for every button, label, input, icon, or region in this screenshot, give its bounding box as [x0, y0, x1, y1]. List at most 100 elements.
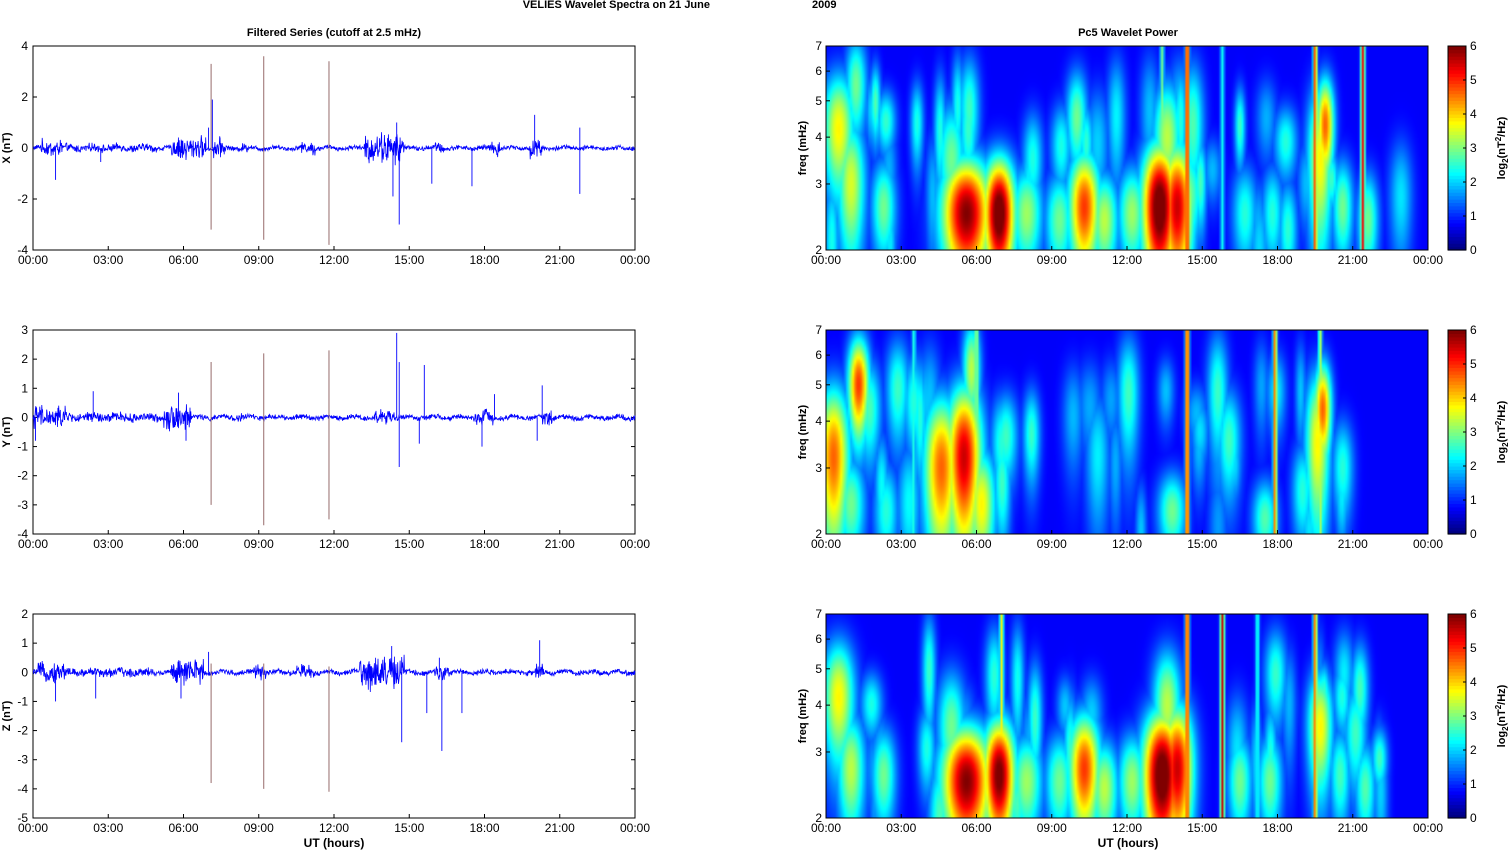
colorbar-label-part: 2 [1494, 136, 1503, 141]
colorbar-step [1448, 404, 1466, 409]
colorbar-step [1448, 333, 1466, 338]
colorbar-step [1448, 746, 1466, 751]
series-xtick-label: 18:00 [469, 821, 499, 835]
wavelet-xtick-label: 09:00 [1037, 537, 1067, 551]
colorbar-step [1448, 445, 1466, 450]
colorbar-step [1448, 66, 1466, 71]
colorbar-step [1448, 500, 1466, 504]
colorbar-step [1448, 722, 1466, 727]
wavelet-xtick-label: 12:00 [1112, 821, 1142, 835]
series-ylabel: Y (nT) [1, 416, 13, 447]
wavelet-ylabel: freq (mHz) [797, 404, 809, 459]
ytick-label: 2 [815, 811, 822, 825]
colorbar-step [1448, 428, 1466, 433]
colorbar-tick-label: 1 [1470, 493, 1477, 507]
colorbar-step [1448, 648, 1466, 652]
colorbar-label-part: log [1496, 163, 1508, 180]
colorbar-step [1448, 165, 1466, 169]
colorbar-label-part: /Hz) [1496, 116, 1508, 137]
colorbar-step [1448, 804, 1466, 809]
colorbar-label-part: log [1496, 731, 1508, 748]
colorbar-step [1448, 627, 1466, 632]
colorbar-step [1448, 801, 1466, 805]
wavelet-xtick-label: 21:00 [1338, 253, 1368, 267]
colorbar-step [1448, 364, 1466, 368]
right-xlabel: UT (hours) [1098, 836, 1159, 850]
colorbar-step [1448, 459, 1466, 464]
colorbar-step [1448, 350, 1466, 355]
series-xtick-label: 00:00 [620, 821, 650, 835]
colorbar-step [1448, 756, 1466, 761]
ytick-label: 2 [21, 352, 28, 366]
ytick-label: -2 [17, 469, 28, 483]
colorbar-tick-label: 0 [1470, 527, 1477, 541]
colorbar-step [1448, 726, 1466, 731]
colorbar-step [1448, 110, 1466, 115]
wavelet-xtick-label: 21:00 [1338, 537, 1368, 551]
wavelet-xtick-label: 15:00 [1187, 821, 1217, 835]
colorbar-label-part: 2 [1494, 704, 1503, 709]
colorbar-step [1448, 127, 1466, 132]
colorbar-step [1448, 182, 1466, 186]
colorbar-step [1448, 506, 1466, 511]
colorbar-tick-label: 2 [1470, 743, 1477, 757]
ytick-label: 3 [21, 323, 28, 337]
colorbar-step [1448, 199, 1466, 203]
series-xtick-label: 00:00 [620, 253, 650, 267]
series-trace [32, 654, 636, 693]
colorbar-step [1448, 770, 1466, 775]
colorbar-step [1448, 462, 1466, 467]
wavelet-power-map [826, 614, 1428, 818]
colorbar-step [1448, 374, 1466, 379]
colorbar-label-part: log [1496, 447, 1508, 464]
series-xtick-label: 21:00 [545, 253, 575, 267]
colorbar-step [1448, 787, 1466, 792]
series-ylabel: X (nT) [1, 132, 13, 163]
colorbar-step [1448, 794, 1466, 799]
wavelet-xtick-label: 12:00 [1112, 253, 1142, 267]
colorbar-label-part: (nT [1496, 425, 1508, 442]
series-xtick-label: 18:00 [469, 537, 499, 551]
series-xtick-label: 00:00 [620, 537, 650, 551]
ytick-label: 0 [21, 410, 28, 424]
colorbar-step [1448, 117, 1466, 122]
ytick-label: 6 [815, 632, 822, 646]
colorbar-step [1448, 641, 1466, 646]
ytick-label: 5 [815, 94, 822, 108]
colorbar-step [1448, 76, 1466, 81]
colorbar-step [1448, 158, 1466, 163]
wavelet-xtick-label: 18:00 [1262, 537, 1292, 551]
colorbar-step [1448, 637, 1466, 642]
colorbar-step [1448, 367, 1466, 372]
colorbar-step [1448, 49, 1466, 54]
colorbar-tick-label: 4 [1470, 391, 1477, 405]
wavelet-xtick-label: 06:00 [961, 253, 991, 267]
wavelet-xtick-label: 09:00 [1037, 253, 1067, 267]
colorbar-step [1448, 63, 1466, 67]
colorbar-tick-label: 4 [1470, 675, 1477, 689]
ytick-label: 6 [815, 64, 822, 78]
wavelet-ylabel: freq (mHz) [797, 120, 809, 175]
colorbar-step [1448, 665, 1466, 669]
colorbar-label: log2(nT2/Hz) [1494, 400, 1510, 463]
series-panel-1: -4 -2 0 2 4 X (nT) 00:00 03:00 06:00 09:00 12:00 15… [1, 39, 650, 267]
colorbar-step [1448, 195, 1466, 200]
colorbar-step [1448, 712, 1466, 717]
series-xtick-label: 09:00 [244, 537, 274, 551]
colorbar-step [1448, 760, 1466, 765]
ytick-label: -1 [17, 440, 28, 454]
series-xtick-label: 15:00 [394, 253, 424, 267]
wavelet-xtick-label: 03:00 [886, 253, 916, 267]
colorbar-step [1448, 229, 1466, 234]
colorbar-step [1448, 360, 1466, 365]
colorbar-step [1448, 100, 1466, 105]
colorbar-tick-label: 1 [1470, 777, 1477, 791]
colorbar-step [1448, 716, 1466, 720]
colorbar-step [1448, 661, 1466, 666]
wavelet-xtick-label: 00:00 [811, 537, 841, 551]
colorbar-step [1448, 814, 1466, 819]
colorbar-step [1448, 671, 1466, 676]
colorbar-step [1448, 59, 1466, 64]
series-xtick-label: 12:00 [319, 537, 349, 551]
